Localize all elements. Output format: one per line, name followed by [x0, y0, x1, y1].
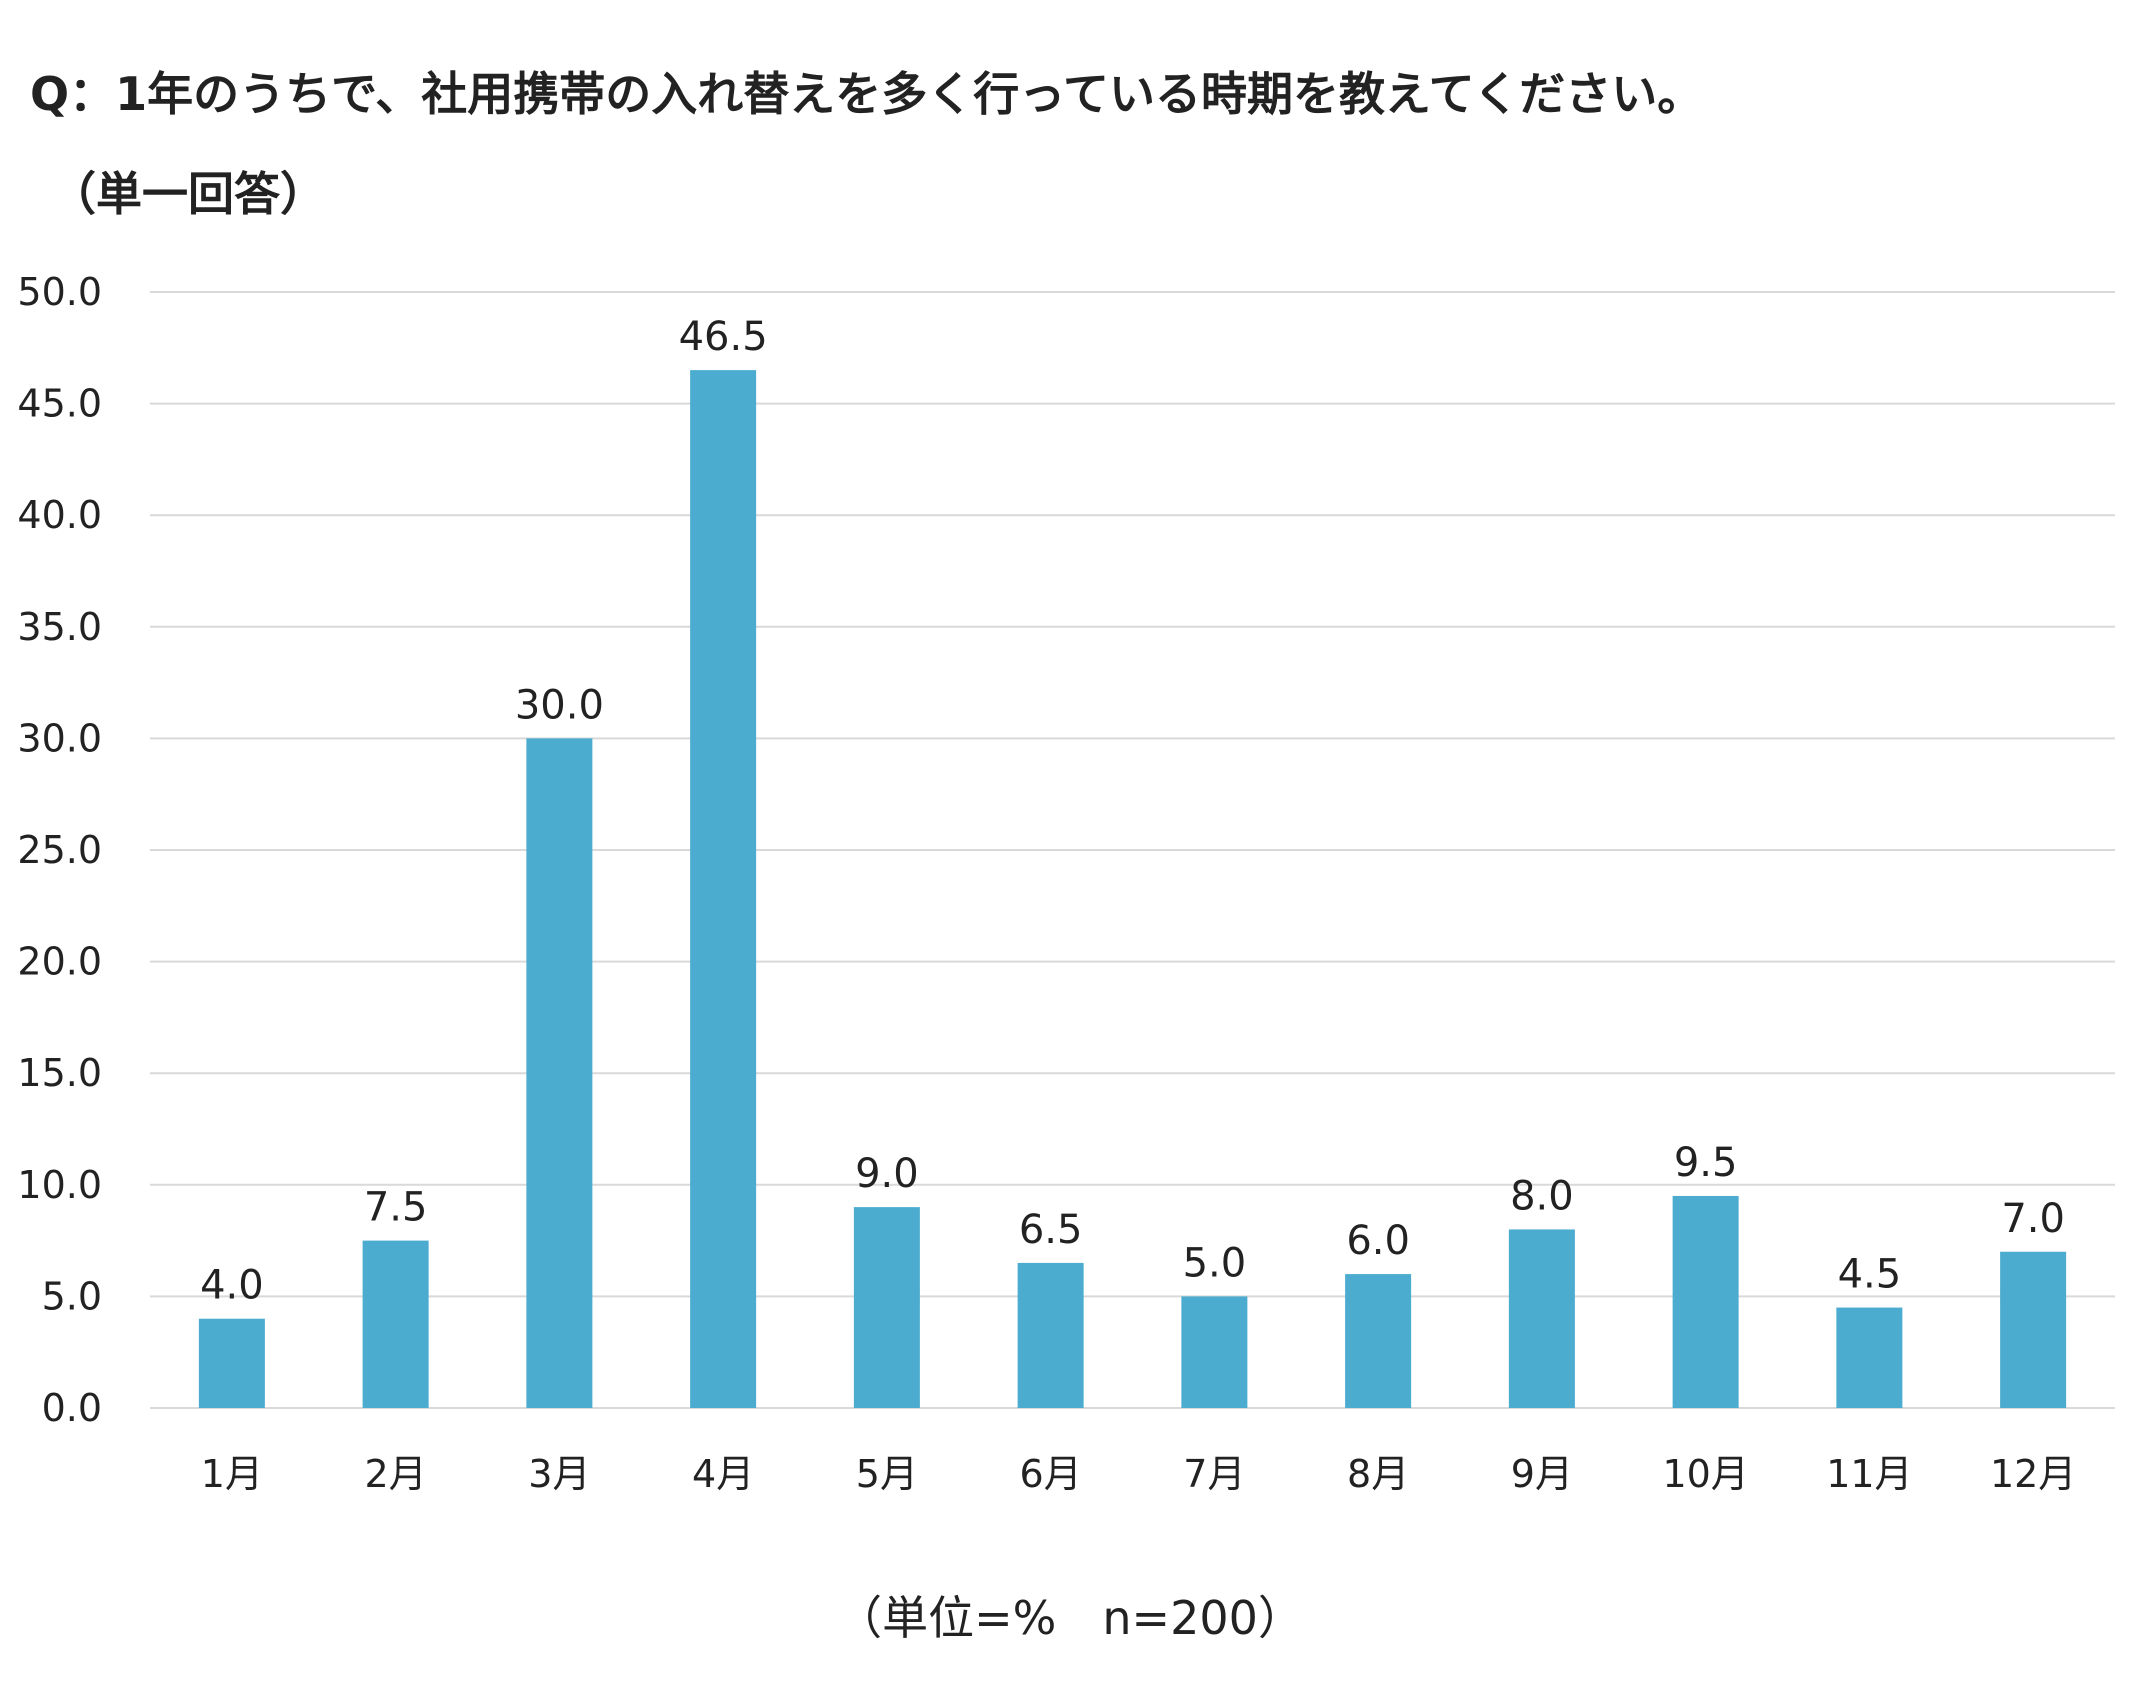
data-label: 7.0 — [2001, 1196, 2065, 1242]
x-tick-label: 6月 — [1020, 1452, 1082, 1496]
y-tick-label: 30.0 — [17, 716, 102, 760]
y-tick-label: 20.0 — [17, 940, 102, 984]
y-tick-label: 40.0 — [17, 493, 102, 537]
bar-9月 — [1508, 1229, 1575, 1408]
bar-8月 — [1345, 1274, 1412, 1408]
y-tick-label: 45.0 — [17, 382, 102, 426]
x-tick-label: 1月 — [201, 1452, 263, 1496]
bar-10月 — [1672, 1195, 1739, 1408]
chart-title: Q：1年のうちで、社用携帯の入れ替えを多く行っている時期を教えてください。 — [30, 67, 1704, 121]
bar-1月 — [198, 1318, 265, 1408]
x-tick-label: 4月 — [692, 1452, 754, 1496]
x-tick-label: 7月 — [1183, 1452, 1245, 1496]
bar-3月 — [526, 738, 593, 1408]
x-tick-label: 12月 — [1990, 1452, 2076, 1496]
x-tick-label: 8月 — [1347, 1452, 1409, 1496]
y-tick-label: 10.0 — [17, 1163, 102, 1207]
y-tick-label: 5.0 — [42, 1274, 102, 1318]
bar-5月 — [853, 1207, 920, 1408]
data-label: 6.0 — [1346, 1218, 1410, 1264]
y-tick-label: 0.0 — [42, 1386, 102, 1430]
data-label: 7.5 — [364, 1185, 428, 1231]
data-label: 46.5 — [679, 314, 768, 360]
bars — [198, 370, 2067, 1408]
data-label: 4.0 — [200, 1263, 264, 1309]
x-axis-labels: 1月 2月 3月 4月 5月 6月 7月 8月 9月 10月 11月 12月 — [201, 1452, 2077, 1496]
data-label: 9.5 — [1674, 1140, 1738, 1186]
bar-12月 — [2000, 1251, 2067, 1408]
bar-11月 — [1836, 1307, 1903, 1408]
bar-4月 — [690, 370, 757, 1408]
bar-7月 — [1181, 1296, 1248, 1408]
unit-note: （単位=% n=200） — [836, 1591, 1304, 1645]
x-tick-label: 5月 — [856, 1452, 918, 1496]
data-label: 4.5 — [1838, 1252, 1902, 1298]
gridlines — [150, 291, 2115, 1409]
y-tick-label: 50.0 — [17, 270, 102, 314]
bar-6月 — [1017, 1262, 1084, 1408]
chart-subtitle: （単一回答） — [50, 167, 326, 221]
bar-2月 — [362, 1240, 429, 1408]
x-tick-label: 10月 — [1662, 1452, 1748, 1496]
x-tick-label: 2月 — [365, 1452, 427, 1496]
x-tick-label: 9月 — [1511, 1452, 1573, 1496]
y-tick-label: 15.0 — [17, 1051, 102, 1095]
y-axis-ticks: 0.0 5.0 10.0 15.0 20.0 25.0 30.0 35.0 40.0 45.0 50… — [17, 270, 102, 1430]
data-label: 8.0 — [1510, 1173, 1574, 1219]
data-labels: 4.0 7.5 30.0 46.5 9.0 6.5 5.0 6.0 8.0 9.5 4.5 7.0 — [200, 314, 2065, 1309]
data-label: 9.0 — [855, 1151, 919, 1197]
x-tick-label: 11月 — [1826, 1452, 1912, 1496]
data-label: 6.5 — [1019, 1207, 1083, 1253]
y-tick-label: 35.0 — [17, 605, 102, 649]
data-label: 5.0 — [1183, 1240, 1247, 1286]
data-label: 30.0 — [515, 682, 604, 728]
y-tick-label: 25.0 — [17, 828, 102, 872]
x-tick-label: 3月 — [528, 1452, 590, 1496]
